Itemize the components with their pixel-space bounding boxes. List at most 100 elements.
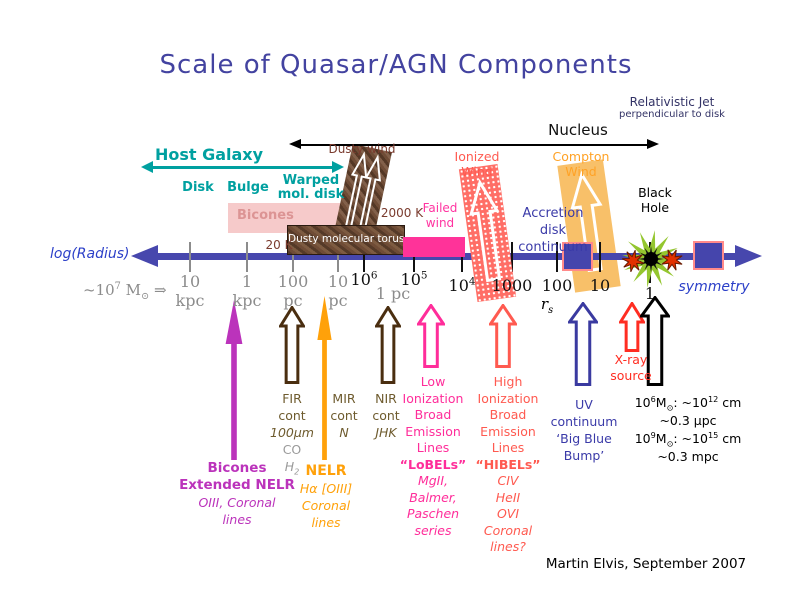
- hibel-labels-line: Coronal: [483, 522, 533, 538]
- accretion-line3: continuum: [518, 240, 588, 255]
- nelr-labels-line: Coronal: [301, 498, 351, 513]
- nelr-labels: NELR Hα [OIII] Coronal lines: [300, 463, 352, 531]
- axis-tick-black: [363, 242, 365, 272]
- hibel-labels-line: Emission: [480, 423, 536, 439]
- lobel-labels-line: Balmer,: [409, 489, 457, 505]
- compton-line2: Wind: [565, 164, 597, 179]
- axis-tick-black: [511, 242, 513, 272]
- accretion-disk-continuum-label: Accretion disk continuum: [518, 205, 587, 256]
- nelr-labels-line: NELR: [305, 463, 347, 479]
- axis-arrowhead-left-icon: [131, 245, 158, 267]
- torus-label: Dusty molecular torus: [288, 233, 405, 245]
- host-arrowhead-left-icon: [141, 161, 153, 173]
- symmetric-disk-source-box: [693, 241, 724, 270]
- ionized-line1: Ionized: [454, 149, 500, 164]
- hibel-labels-line: Ionization: [477, 390, 539, 406]
- nucleus-arrowhead-right-icon: [647, 139, 659, 149]
- uv-labels-line: continuum: [550, 414, 618, 429]
- hibel-labels-line: lines?: [490, 539, 526, 554]
- failed-wind-box: [403, 237, 465, 257]
- nir-labels-line: cont: [372, 408, 400, 423]
- mass-size-labels-line: 109M⊙: ~1015 cm: [634, 429, 742, 449]
- host-arrowhead-right-icon: [332, 161, 344, 173]
- blackhole-arrow: [640, 296, 670, 386]
- fir-labels-line: 100μm: [270, 425, 314, 440]
- fir-labels-line: H2: [284, 459, 300, 477]
- ionized-line2: Wind: [461, 164, 493, 179]
- uv-labels-line: Bump’: [563, 448, 605, 463]
- fir-labels-line: cont: [278, 408, 306, 423]
- nelr-arrow: [316, 296, 332, 460]
- nir-labels-line: NIR: [375, 391, 397, 406]
- uv-labels-line: ‘Big Blue: [556, 431, 612, 446]
- nir-labels: NIR cont JHK: [372, 390, 399, 441]
- nelr-labels-line: Hα [OIII]: [299, 481, 353, 496]
- axis-tick-black: [413, 242, 415, 272]
- relativistic-jet-label: Relativistic Jet perpendicular to disk: [619, 95, 725, 120]
- hibel-labels-line: HeII: [495, 489, 521, 505]
- fir-labels-line: FIR: [282, 391, 302, 406]
- failed-wind-label: Failed wind: [423, 201, 458, 231]
- compton-wind-label: Compton Wind: [553, 149, 610, 179]
- compton-wind-white-arrow-icon: [570, 170, 603, 273]
- mir-labels-line: cont: [330, 408, 358, 423]
- fir-labels-line: CO: [282, 442, 302, 457]
- fir-arrow: [279, 306, 305, 384]
- mir-labels-line: N: [339, 425, 349, 440]
- axis-tick-label-black: 100: [541, 276, 573, 295]
- log-radius-label: log(Radius): [50, 246, 130, 262]
- black-hole-dot-icon: [644, 252, 658, 266]
- uv-arrow: [568, 302, 598, 386]
- host-mass-scale-label: ~107 M⊙ ⇒: [83, 281, 167, 302]
- lobel-labels-line: Emission: [405, 423, 461, 439]
- nir-arrow: [375, 306, 401, 384]
- red-starburst-right-icon: [661, 249, 683, 271]
- xray-labels-line: X-ray: [614, 352, 648, 367]
- axis-tick-label-gray: 1 pc: [375, 284, 411, 303]
- ionized-wind-band: [458, 163, 517, 303]
- mass-size-labels: 106M⊙: ~1012 cm ~0.3 μpc 109M⊙: ~1015 cm ~0…: [635, 394, 742, 466]
- hibel-labels-line: “HIBELs”: [475, 456, 541, 472]
- ionized-wind-white-arrow-icon: [469, 178, 502, 283]
- axis-tick-label-black: 104: [448, 275, 476, 295]
- mass-size-labels-line: 106M⊙: ~1012 cm: [634, 393, 742, 413]
- ionized-wind-label: Ionized Wind: [455, 149, 500, 179]
- axis-tick-label-black: 105: [400, 269, 428, 289]
- accretion-line2: disk: [539, 223, 567, 238]
- bicones-enlr-labels: Bicones Extended NELR OIII, Coronal lines: [179, 460, 295, 528]
- accretion-line1: Accretion: [522, 206, 584, 221]
- temp-2000k-label: 2000 K: [380, 206, 424, 220]
- bicones-box-label: Bicones: [237, 208, 294, 223]
- axis-tick-black: [461, 242, 463, 272]
- black-hole-line2: Hole: [640, 200, 670, 215]
- accretion-disk-source-box: [562, 242, 593, 271]
- xray-labels: X-ray source: [610, 352, 652, 384]
- axis-tick-black: [599, 242, 601, 272]
- lobel-labels-line: Paschen: [406, 506, 460, 521]
- axis-tick-label-black: 10: [589, 276, 611, 295]
- axis-tick-gray: [246, 242, 248, 272]
- lobel-labels-line: Ionization: [402, 390, 464, 406]
- axis-tick-label-black: 106: [350, 269, 378, 289]
- relativistic-jet-line1: Relativistic Jet: [629, 95, 715, 109]
- black-hole-line1: Black: [638, 185, 672, 200]
- hibel-labels-line: Broad: [489, 407, 527, 422]
- lobel-labels-line: series: [414, 522, 452, 538]
- axis-arrowhead-right-icon: [735, 245, 762, 267]
- axis-tick-label-gray: 100 pc: [277, 272, 309, 310]
- nucleus-label: Nucleus: [548, 121, 608, 139]
- mass-size-labels-line: ~0.3 μpc: [659, 413, 717, 428]
- failed-line2: wind: [425, 216, 455, 230]
- axis-tick-black: [556, 242, 558, 272]
- axis-tick-label-gray: 10 pc: [327, 272, 349, 310]
- fir-labels: FIR cont 100μm CO H2: [270, 390, 314, 477]
- bulge-label: Bulge: [227, 180, 269, 195]
- xray-arrow: [619, 302, 645, 352]
- hibel-labels-line: Lines: [491, 440, 525, 455]
- axis-tick-gray: [292, 242, 294, 272]
- dusty-wind-label: Dusty wind: [328, 142, 396, 156]
- nucleus-arrowhead-left-icon: [289, 139, 301, 149]
- nelr-labels-line: lines: [311, 515, 341, 530]
- mir-labels-line: MIR: [332, 391, 356, 406]
